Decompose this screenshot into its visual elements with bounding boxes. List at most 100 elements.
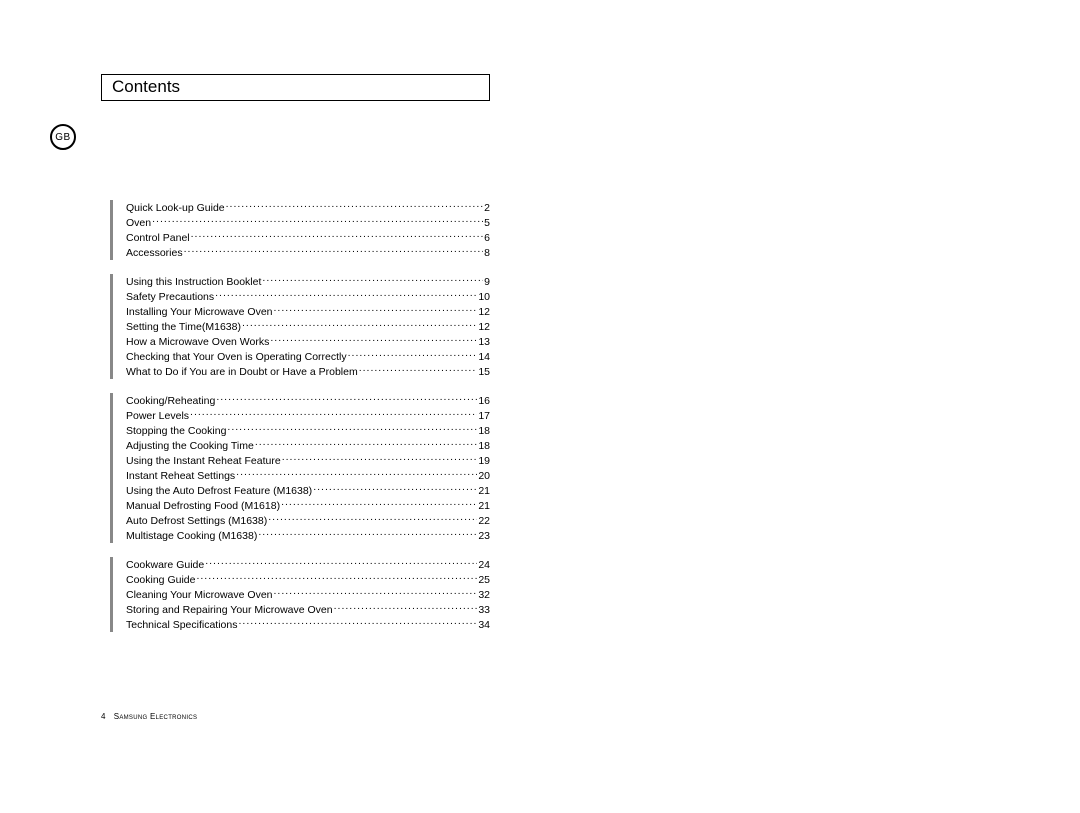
toc-group: Quick Look-up Guide2Oven5Control Panel6A… (110, 200, 490, 260)
toc-entry-label: Using this Instruction Booklet (126, 276, 261, 289)
toc-entry-label: Cookware Guide (126, 559, 204, 572)
toc-entry-page: 22 (478, 515, 490, 528)
toc-entry: Stopping the Cooking 18 (126, 423, 490, 438)
toc-entry: How a Microwave Oven Works 13 (126, 334, 490, 349)
toc-entry-page: 18 (478, 425, 490, 438)
toc-entry-label: Using the Instant Reheat Feature (126, 455, 281, 468)
toc-group: Cookware Guide24Cooking Guide25Cleaning … (110, 557, 490, 632)
toc-entry-label: Control Panel (126, 232, 190, 245)
toc-entry: Using this Instruction Booklet 9 (126, 274, 490, 289)
toc-entry-label: Safety Precautions (126, 291, 214, 304)
toc-entry-label: Instant Reheat Settings (126, 470, 235, 483)
page-number: 4 (101, 712, 105, 721)
toc-entry-page: 18 (478, 440, 490, 453)
title-box: Contents (101, 74, 490, 101)
toc-entry-page: 33 (478, 604, 490, 617)
toc-entry-page: 32 (478, 589, 490, 602)
toc-entry-page: 17 (478, 410, 490, 423)
toc-leader-dots (255, 438, 477, 449)
toc-entry-page: 12 (478, 306, 490, 319)
toc-entry-page: 10 (478, 291, 490, 304)
toc-entry: Quick Look-up Guide2 (126, 200, 490, 215)
toc-entry-label: Checking that Your Oven is Operating Cor… (126, 351, 347, 364)
toc-entry: Cleaning Your Microwave Oven 32 (126, 587, 490, 602)
toc-leader-dots (215, 289, 477, 300)
toc-entry: Cookware Guide24 (126, 557, 490, 572)
toc-group: Using this Instruction Booklet 9 Safety Pr… (110, 274, 490, 379)
toc-entry: Checking that Your Oven is Operating Cor… (126, 349, 490, 364)
toc-entry-page: 9 (484, 276, 490, 289)
toc-leader-dots (359, 364, 478, 375)
toc-entry-label: Cleaning Your Microwave Oven (126, 589, 273, 602)
toc-entry: Accessories 8 (126, 245, 490, 260)
toc-entry: Control Panel 6 (126, 230, 490, 245)
toc-entry-label: Installing Your Microwave Oven (126, 306, 273, 319)
toc-entry-label: How a Microwave Oven Works (126, 336, 269, 349)
page: GB Contents Quick Look-up Guide2Oven5Con… (0, 0, 1080, 813)
toc-leader-dots (268, 513, 477, 524)
toc-entry-page: 21 (478, 500, 490, 513)
toc-leader-dots (242, 319, 477, 330)
toc-leader-dots (313, 483, 477, 494)
toc-entry-label: Setting the Time(M1638) (126, 321, 241, 334)
toc-leader-dots (152, 215, 483, 226)
toc-leader-dots (262, 274, 483, 285)
toc-group: Cooking/Reheating16Power Levels17Stoppin… (110, 393, 490, 543)
toc-entry: Multistage Cooking (M1638) 23 (126, 528, 490, 543)
toc-entry-page: 12 (478, 321, 490, 334)
toc-entry-label: Using the Auto Defrost Feature (M1638) (126, 485, 312, 498)
toc-entry: Technical Specifications 34 (126, 617, 490, 632)
toc-entry: Power Levels17 (126, 408, 490, 423)
toc-leader-dots (196, 572, 477, 583)
toc-entry: Setting the Time(M1638) 12 (126, 319, 490, 334)
toc-entry: Cooking Guide25 (126, 572, 490, 587)
toc-entry-page: 8 (484, 247, 490, 260)
toc-leader-dots (238, 617, 477, 628)
toc-entry: What to Do if You are in Doubt or Have a… (126, 364, 490, 379)
toc-entry-page: 6 (484, 232, 490, 245)
toc-entry: Manual Defrosting Food (M1618) 21 (126, 498, 490, 513)
toc-leader-dots (348, 349, 478, 360)
brand-name: Samsung Electronics (114, 712, 198, 721)
toc-entry-page: 23 (478, 530, 490, 543)
toc-leader-dots (274, 587, 478, 598)
toc-entry-label: Accessories (126, 247, 183, 260)
toc-entry-page: 19 (478, 455, 490, 468)
toc-entry: Storing and Repairing Your Microwave Ove… (126, 602, 490, 617)
toc-leader-dots (227, 423, 477, 434)
toc-leader-dots (282, 453, 478, 464)
language-badge: GB (50, 124, 76, 150)
toc-leader-dots (184, 245, 484, 256)
toc-entry: Adjusting the Cooking Time18 (126, 438, 490, 453)
toc-leader-dots (216, 393, 477, 404)
toc-entry-label: Manual Defrosting Food (M1618) (126, 500, 280, 513)
language-badge-label: GB (55, 132, 70, 143)
toc-entry-page: 2 (484, 202, 490, 215)
page-title: Contents (112, 77, 479, 97)
toc-entry-page: 21 (478, 485, 490, 498)
toc-leader-dots (191, 230, 484, 241)
toc-leader-dots (270, 334, 477, 345)
toc-entry: Installing Your Microwave Oven 12 (126, 304, 490, 319)
toc-entry: Auto Defrost Settings (M1638) 22 (126, 513, 490, 528)
toc-entry: Instant Reheat Settings 20 (126, 468, 490, 483)
toc-entry-label: Stopping the Cooking (126, 425, 226, 438)
toc-entry-page: 13 (478, 336, 490, 349)
toc-entry-page: 34 (478, 619, 490, 632)
toc-entry: Cooking/Reheating16 (126, 393, 490, 408)
toc-leader-dots (281, 498, 477, 509)
toc-leader-dots (236, 468, 477, 479)
toc-entry-label: Oven (126, 217, 151, 230)
toc-leader-dots (190, 408, 477, 419)
toc-entry-label: What to Do if You are in Doubt or Have a… (126, 366, 358, 379)
toc-entry-page: 20 (478, 470, 490, 483)
toc-entry-label: Multistage Cooking (M1638) (126, 530, 257, 543)
toc-leader-dots (334, 602, 478, 613)
toc-entry-label: Technical Specifications (126, 619, 237, 632)
toc-entry: Using the Auto Defrost Feature (M1638) 21 (126, 483, 490, 498)
toc-leader-dots (205, 557, 477, 568)
toc-entry-page: 14 (478, 351, 490, 364)
toc-entry-label: Auto Defrost Settings (M1638) (126, 515, 267, 528)
toc-entry: Using the Instant Reheat Feature 19 (126, 453, 490, 468)
toc-leader-dots (258, 528, 477, 539)
